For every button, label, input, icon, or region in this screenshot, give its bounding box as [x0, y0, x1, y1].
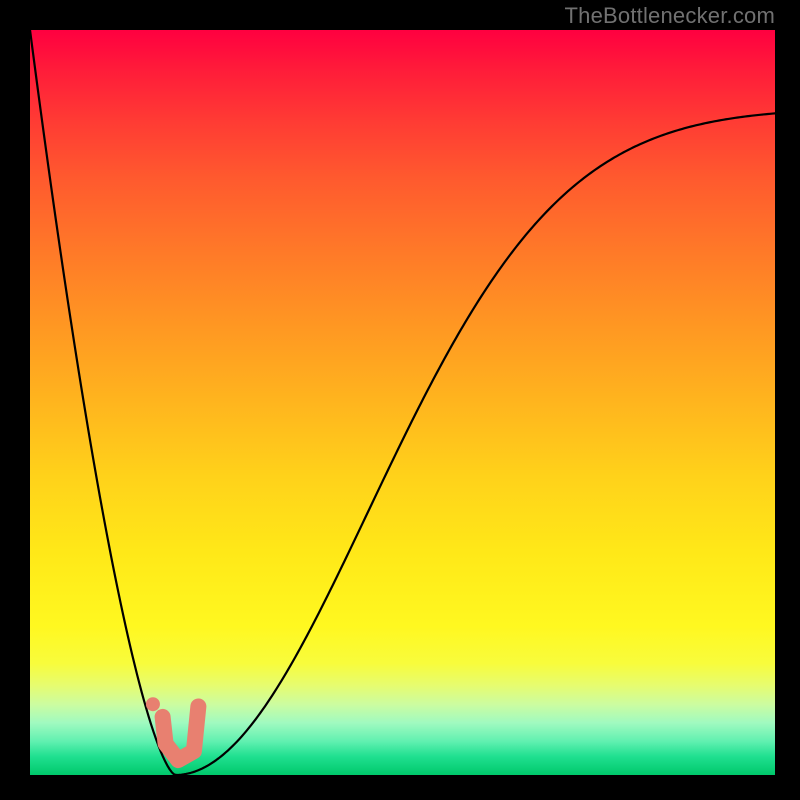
j-marker [163, 706, 199, 760]
watermark-text: TheBottlenecker.com [565, 3, 775, 29]
figure-root: TheBottlenecker.com [0, 0, 800, 800]
curve-layer [30, 30, 775, 775]
marker-dot [146, 697, 160, 711]
bottleneck-curve [30, 30, 775, 775]
plot-area [30, 30, 775, 775]
